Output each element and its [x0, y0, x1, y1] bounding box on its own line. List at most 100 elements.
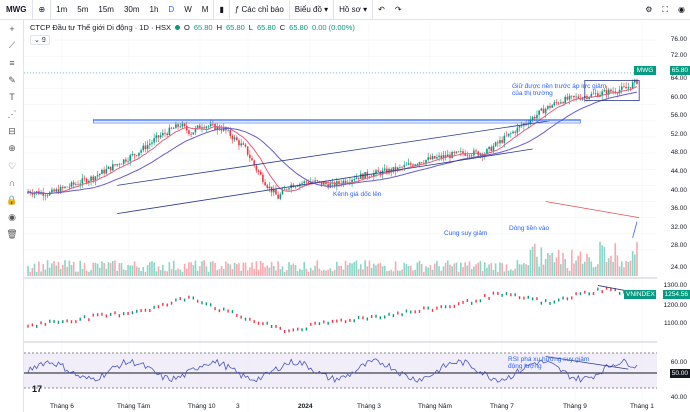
candle	[416, 164, 419, 165]
candle	[614, 91, 617, 93]
index-candle	[131, 311, 134, 315]
volume-bar	[603, 247, 606, 276]
zoom-icon[interactable]: ⊕	[8, 143, 16, 154]
volume-bar	[133, 261, 136, 276]
candle	[162, 132, 164, 136]
chart-type-button[interactable]: Biểu đồ ▾	[288, 0, 333, 20]
redo-icon[interactable]: ↷	[394, 5, 402, 14]
volume-bar	[72, 261, 75, 276]
volume-bar	[623, 267, 625, 276]
volume-bar	[168, 262, 171, 276]
candle	[181, 123, 184, 127]
candle	[547, 105, 549, 109]
candle	[438, 155, 440, 158]
volume-bar	[166, 271, 168, 276]
volume-bar	[396, 270, 399, 276]
legend-high: 65.80	[226, 23, 245, 32]
annotation-inflow[interactable]: Dòng tiền vào	[509, 225, 550, 232]
index-candle	[323, 320, 325, 324]
eye-icon[interactable]: ◉	[8, 212, 16, 223]
brush-icon[interactable]: ✎	[8, 74, 16, 85]
annotation-channel[interactable]: Kênh giá dốc lên	[333, 191, 382, 198]
interval-1h[interactable]: 1h	[149, 5, 159, 14]
index-candle	[266, 321, 268, 325]
interval-30m[interactable]: 30m	[123, 5, 140, 14]
undo-icon[interactable]: ↶	[372, 0, 390, 20]
price-axis[interactable]: 76.00 72.00 64.00 60.00 56.00 52.00 48.0…	[657, 20, 690, 412]
volume-bar	[307, 271, 310, 276]
indicators-button[interactable]: ƒ Các chỉ báo	[228, 0, 289, 20]
volume-bar	[538, 266, 540, 276]
volume-bar	[62, 264, 64, 276]
index-candle	[166, 303, 168, 307]
lock-icon[interactable]: 🔒	[6, 194, 18, 205]
volume-bar	[190, 262, 192, 276]
pattern-icon[interactable]: ⋰	[7, 109, 17, 120]
volume-bar	[225, 261, 227, 276]
index-candle	[301, 328, 303, 332]
rsi-line	[27, 358, 638, 383]
interval-d[interactable]: D	[168, 5, 175, 14]
index-candle	[444, 305, 447, 309]
volume-bar	[520, 264, 523, 276]
index-candle	[440, 305, 442, 309]
index-candle	[192, 296, 194, 300]
candle	[236, 137, 238, 141]
index-candle	[579, 292, 582, 296]
annotation-hold[interactable]: Giữ được nền trước áp lực giảm của thị t…	[512, 83, 607, 97]
candle	[320, 181, 323, 185]
heart-icon[interactable]: ♡	[7, 160, 17, 171]
candle	[405, 164, 408, 166]
volume-bar	[220, 265, 223, 276]
interval-m[interactable]: M	[201, 5, 209, 14]
ma-fast-line	[27, 86, 638, 195]
candle	[455, 151, 458, 153]
drawings[interactable]	[92, 80, 640, 370]
volume-bar	[114, 260, 116, 276]
volume-bar	[83, 262, 86, 276]
index-candle	[540, 301, 542, 305]
candle	[179, 126, 182, 128]
volume-bar	[394, 261, 397, 276]
volume-bar	[507, 270, 510, 276]
interval-w[interactable]: W	[184, 5, 192, 14]
screenshot-icon[interactable]: ◉	[678, 5, 685, 14]
time-tick: 3	[236, 403, 240, 410]
crosshair-icon[interactable]: +	[9, 23, 15, 34]
candle	[531, 116, 534, 120]
time-tick: Tháng 1	[630, 403, 654, 410]
index-candle	[183, 298, 186, 302]
fib-icon[interactable]: ≡	[9, 57, 15, 68]
volume-bar	[586, 253, 588, 276]
text-icon[interactable]: T	[9, 92, 15, 103]
candle	[129, 155, 132, 162]
settings-icon[interactable]: ⚙	[645, 5, 653, 14]
candle	[394, 167, 397, 171]
fullscreen-icon[interactable]: ⛶	[662, 4, 669, 14]
volume-bar	[536, 256, 538, 276]
interval-5m[interactable]: 5m	[77, 5, 89, 14]
candle	[481, 153, 484, 157]
annotation-supply[interactable]: Cung suy giảm	[444, 230, 488, 237]
index-candle	[92, 313, 94, 317]
trend-line-icon[interactable]: ⟋	[8, 40, 16, 51]
candle	[233, 137, 236, 140]
magnet-icon[interactable]: ∩	[8, 178, 16, 189]
volume-bar	[292, 263, 295, 276]
profile-button[interactable]: Hồ sơ ▾	[333, 0, 372, 20]
interval-15m[interactable]: 15m	[98, 5, 114, 14]
interval-1m[interactable]: 1m	[50, 0, 72, 20]
index-candle	[253, 320, 255, 324]
volume-bar	[377, 263, 379, 276]
add-symbol-button[interactable]: ⊕	[32, 0, 50, 20]
chart-canvas[interactable]	[24, 20, 657, 412]
index-candle	[144, 308, 147, 312]
legend-close-label: C	[279, 23, 286, 32]
bar-style-icon[interactable]: ▮	[213, 0, 228, 20]
ruler-icon[interactable]: ⊟	[8, 126, 16, 137]
index-candle	[618, 291, 621, 295]
annotation-rsi[interactable]: RSI phá xu hướng suy giảm động lượng	[508, 356, 590, 370]
volume-bar	[577, 255, 580, 276]
trash-icon[interactable]: 🗑	[6, 229, 18, 240]
symbol-search[interactable]: MWG	[6, 5, 27, 14]
